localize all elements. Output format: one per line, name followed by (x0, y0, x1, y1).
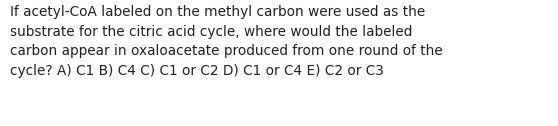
Text: If acetyl-CoA labeled on the methyl carbon were used as the
substrate for the ci: If acetyl-CoA labeled on the methyl carb… (10, 5, 443, 77)
